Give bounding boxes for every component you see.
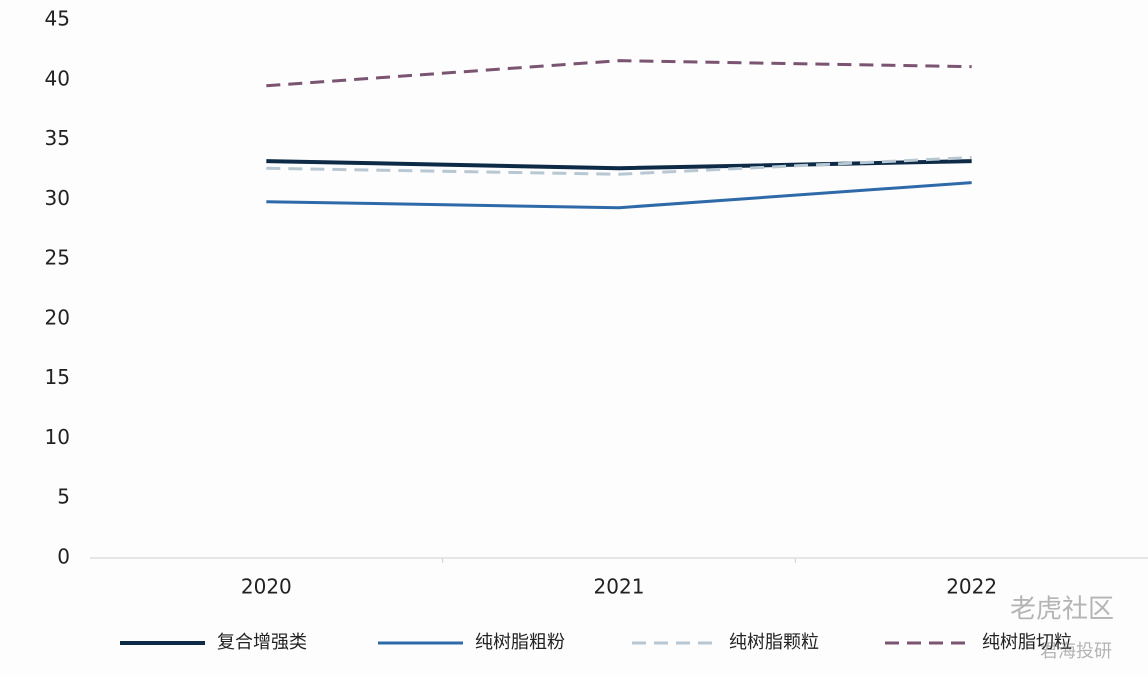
watermark: 老虎社区	[1010, 595, 1114, 625]
y-tick-label: 25	[45, 246, 70, 270]
legend-label: 复合增强类	[217, 632, 307, 653]
series-line	[266, 155, 972, 176]
series-line	[266, 181, 972, 210]
y-tick-label: 40	[45, 66, 70, 90]
x-tick-label: 2020	[241, 575, 292, 599]
y-tick-label: 35	[45, 126, 70, 150]
legend-label: 纯树脂切粒	[982, 632, 1072, 653]
x-tick-label: 2021	[594, 575, 645, 599]
series-line	[266, 159, 972, 171]
y-tick-label: 30	[45, 186, 70, 210]
y-tick-label: 5	[57, 485, 70, 509]
y-tick-label: 10	[45, 425, 70, 449]
series-line	[266, 59, 972, 88]
y-tick-label: 20	[45, 305, 70, 329]
x-tick-label: 2022	[946, 575, 997, 599]
legend-label: 纯树脂粗粉	[475, 632, 565, 653]
y-tick-label: 15	[45, 365, 70, 389]
y-tick-label: 45	[45, 7, 70, 31]
watermark: 君海投研	[1040, 641, 1112, 662]
legend-label: 纯树脂颗粒	[729, 632, 819, 653]
y-tick-label: 0	[57, 545, 70, 569]
